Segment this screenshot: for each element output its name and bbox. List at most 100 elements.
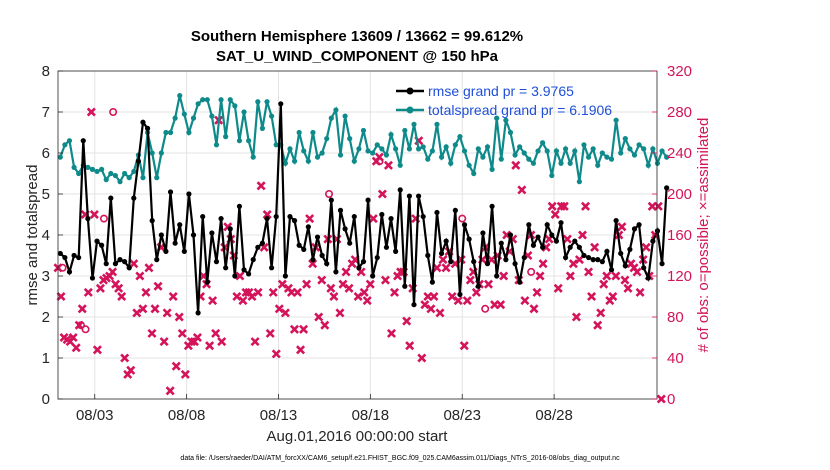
totalspread-point [420,144,426,150]
legend: rmse grand pr = 3.9765 totalspread grand… [396,83,612,118]
rmse-point [177,222,183,228]
obs-assimilated-stroke [247,291,257,302]
obs-assimilated-stroke [280,308,290,318]
totalspread-point [154,175,160,181]
obs-assimilated-stroke [590,242,600,252]
obs-assimilated-stroke [89,209,99,220]
totalspread-point [549,172,555,179]
rmse-point [567,244,573,250]
rmse-point [269,265,275,271]
ticks: 08/03 08/08 08/13 08/18 08/23 08/280123456780… [42,63,692,424]
rmse-point [301,246,307,252]
rmse-point [360,259,367,265]
rmse-point [158,232,164,238]
rmse-point [590,257,596,263]
rmse-point [209,230,215,236]
obs-assimilated-stroke [335,308,345,318]
obs-assimilated-marker [329,291,339,302]
obs-assimilated-marker [471,287,481,297]
totalspread-point [480,154,486,160]
obs-assimilated-stroke [386,328,397,338]
obs-assimilated-marker [623,283,633,293]
rmse-point [250,257,256,263]
obs-assimilated-stroke [265,328,275,338]
obs-assimilated-marker [144,263,154,273]
obs-assimilated-marker [292,287,303,297]
obs-assimilated-stroke [253,287,263,297]
rmse-point [89,275,96,281]
obs-assimilated-stroke [71,343,81,353]
y-tick-label-right: 120 [667,268,692,285]
totalspread-point [232,103,238,109]
rmse-point [328,197,334,203]
obs-possible-marker [58,263,67,272]
obs-assimilated-marker [529,304,539,314]
totalspread-point [618,150,624,156]
totalspread-point [429,148,435,154]
obs-assimilated-marker [171,361,181,371]
totalspread-point [85,164,91,170]
obs-assimilated-marker [438,255,448,265]
obs-assimilated-marker [192,332,202,343]
obs-assimilated-stroke [120,353,130,363]
obs-assimilated-stroke [653,201,663,211]
rmse-point [126,265,132,271]
obs-assimilated-marker [335,308,345,318]
obs-assimilated-stroke [602,271,612,281]
obs-assimilated-marker [235,271,245,281]
totalspread-point [425,156,431,162]
rmse-point [351,213,357,220]
totalspread-point [517,144,523,150]
obs-assimilated-stroke [414,136,424,146]
obs-assimilated-stroke [232,291,242,302]
totalspread-point [631,152,638,158]
totalspread-point [186,129,192,136]
totalspread-point [599,150,605,156]
obs-assimilated-stroke [511,160,521,170]
totalspread-point [360,127,367,134]
rmse-point [365,197,371,203]
obs-assimilated-marker [362,296,372,306]
obs-assimilated-marker [520,296,530,306]
totalspread-point [636,142,642,148]
obs-assimilated-stroke [417,353,427,363]
y-tick-label-right: 80 [667,309,684,326]
obs-assimilated-marker [162,308,172,318]
obs-assimilated-marker [465,275,475,285]
obs-assimilated-stroke [277,279,287,289]
obs-assimilated-marker [274,304,284,314]
y-tick-label-right: 0 [667,391,675,408]
obs-assimilated-stroke [83,287,93,297]
totalspread-point [475,146,481,152]
totalspread-point [356,146,362,152]
totalspread-point [415,146,422,152]
y-tick-label-left: 5 [42,186,50,203]
obs-assimilated-stroke [471,287,481,297]
obs-assimilated-stroke [390,287,400,297]
rmse-point [149,218,155,224]
x-tick-label: 08/03 [76,407,114,424]
totalspread-point [512,152,518,158]
totalspread-point [466,162,472,168]
rmse-point [282,273,288,279]
legend-spread-label: totalspread grand pr = 6.1906 [428,102,612,118]
obs-assimilated-marker [511,160,521,170]
rmse-point [448,259,454,265]
totalspread-point [664,154,670,160]
obs-assimilated-stroke [208,296,218,306]
obs-assimilated-stroke [465,275,475,285]
obs-assimilated-stroke [192,332,202,343]
rmse-point [434,209,440,216]
obs-assimilated-marker [620,275,630,285]
chart-subtitle: SAT_U_WIND_COMPONENT @ 150 hPa [216,48,499,65]
obs-assimilated-marker [608,291,618,302]
obs-assimilated-marker [114,283,124,293]
totalspread-point [246,138,252,144]
obs-assimilated-marker [462,296,472,306]
totalspread-point [484,144,491,150]
totalspread-point [108,170,114,177]
totalspread-point [347,136,353,142]
obs-assimilated-stroke [553,283,563,293]
obs-assimilated-stroke [535,271,545,281]
